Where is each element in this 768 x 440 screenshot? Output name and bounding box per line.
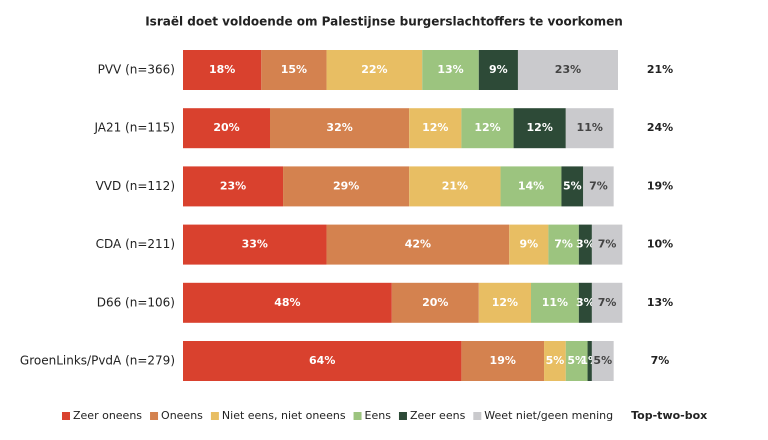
segment-label: 20% bbox=[422, 296, 448, 309]
segment-label: 15% bbox=[281, 63, 307, 76]
bar-segment bbox=[261, 50, 327, 90]
legend-top-two-box: Top-two-box bbox=[631, 409, 707, 422]
legend-label: Zeer eens bbox=[410, 409, 466, 422]
bar-segment bbox=[517, 50, 618, 90]
top-two-box-value: 7% bbox=[651, 354, 670, 367]
legend-label: Niet eens, niet oneens bbox=[222, 409, 346, 422]
segment-label: 5% bbox=[567, 354, 586, 367]
segment-label: 5% bbox=[593, 354, 612, 367]
bar-segment bbox=[461, 341, 545, 381]
category-label: PVV (n=366) bbox=[98, 63, 175, 77]
category-label: CDA (n=211) bbox=[96, 237, 175, 251]
bar-segment bbox=[183, 341, 462, 381]
bar-segment bbox=[500, 166, 562, 207]
segment-label: 9% bbox=[489, 63, 508, 76]
segment-label: 19% bbox=[490, 354, 516, 367]
bar-segment bbox=[513, 108, 566, 149]
bar-segment bbox=[183, 166, 284, 207]
segment-label: 11% bbox=[542, 296, 568, 309]
segment-label: 7% bbox=[554, 238, 573, 251]
bar-segment bbox=[565, 108, 614, 149]
bar-segment bbox=[587, 341, 592, 381]
segment-label: 12% bbox=[474, 121, 500, 134]
bar-segment bbox=[478, 50, 518, 90]
legend-swatch bbox=[473, 412, 482, 420]
segment-label: 12% bbox=[492, 296, 518, 309]
category-label: D66 (n=106) bbox=[97, 295, 175, 309]
bar-segment bbox=[544, 341, 566, 381]
bar-segment bbox=[548, 224, 579, 265]
bar-segment bbox=[578, 224, 592, 265]
segment-label: 33% bbox=[242, 238, 268, 251]
bar-segment bbox=[478, 282, 531, 323]
legend-label: Oneens bbox=[161, 409, 203, 422]
top-two-box-value: 13% bbox=[647, 296, 673, 309]
bar-segment bbox=[283, 166, 410, 207]
segment-label: 18% bbox=[209, 63, 235, 76]
segment-label: 22% bbox=[361, 63, 387, 76]
top-two-box-value: 24% bbox=[647, 121, 673, 134]
chart-title: Israël doet voldoende om Palestijnse bur… bbox=[145, 15, 623, 29]
segment-label: 12% bbox=[422, 121, 448, 134]
top-two-box-value: 21% bbox=[647, 63, 673, 76]
legend-swatch bbox=[210, 412, 219, 420]
segment-label: 9% bbox=[519, 238, 538, 251]
segment-label: 32% bbox=[326, 121, 352, 134]
segment-label: 23% bbox=[220, 179, 246, 192]
segment-label: 29% bbox=[333, 179, 359, 192]
segment-label: 42% bbox=[405, 238, 431, 251]
bar-segment bbox=[270, 108, 410, 149]
bar-segment bbox=[183, 108, 270, 149]
top-two-box-value: 19% bbox=[647, 179, 673, 192]
segment-label: 12% bbox=[527, 121, 553, 134]
segment-label: 21% bbox=[442, 179, 468, 192]
legend-swatch bbox=[398, 412, 407, 420]
bar-segment bbox=[591, 341, 614, 381]
segment-label: 3% bbox=[576, 296, 595, 309]
category-label: VVD (n=112) bbox=[96, 179, 175, 193]
bar-segment bbox=[461, 108, 514, 149]
bar-segment bbox=[409, 108, 462, 149]
segment-label: 3% bbox=[576, 238, 595, 251]
bar-segment bbox=[509, 224, 549, 265]
segment-label: 23% bbox=[555, 63, 581, 76]
bar-segment bbox=[531, 282, 579, 323]
segment-label: 7% bbox=[598, 238, 617, 251]
segment-label: 20% bbox=[213, 121, 239, 134]
legend-label: Weet niet/geen mening bbox=[484, 409, 613, 422]
legend-swatch bbox=[353, 412, 362, 420]
bar-segment bbox=[578, 282, 592, 323]
bar-segment bbox=[183, 50, 262, 90]
bar-segment bbox=[391, 282, 479, 323]
legend-swatch bbox=[150, 412, 159, 420]
segment-label: 64% bbox=[309, 354, 335, 367]
segment-label: 11% bbox=[577, 121, 603, 134]
bar-segment bbox=[591, 224, 623, 265]
segment-label: 5% bbox=[546, 354, 565, 367]
segment-label: 7% bbox=[589, 179, 608, 192]
bar-segment bbox=[561, 166, 584, 207]
bar-segment bbox=[183, 282, 392, 323]
bar-segment bbox=[326, 224, 510, 265]
bar-segment bbox=[326, 50, 423, 90]
segment-label: 5% bbox=[563, 179, 582, 192]
legend-label: Zeer oneens bbox=[73, 409, 142, 422]
legend-label: Eens bbox=[365, 409, 392, 422]
segment-label: 14% bbox=[518, 179, 544, 192]
category-label: GroenLinks/PvdA (n=279) bbox=[20, 354, 175, 368]
bar-segment bbox=[591, 282, 623, 323]
segment-label: 48% bbox=[274, 296, 300, 309]
legend-swatch bbox=[62, 412, 70, 420]
bar-segment bbox=[183, 224, 327, 265]
top-two-box-value: 10% bbox=[647, 238, 673, 251]
bar-segment bbox=[565, 341, 588, 381]
category-label: JA21 (n=115) bbox=[93, 121, 175, 135]
segment-label: 13% bbox=[437, 63, 463, 76]
bar-segment bbox=[583, 166, 614, 207]
bar-segment bbox=[422, 50, 479, 90]
segment-label: 7% bbox=[598, 296, 617, 309]
bar-segment bbox=[409, 166, 501, 207]
